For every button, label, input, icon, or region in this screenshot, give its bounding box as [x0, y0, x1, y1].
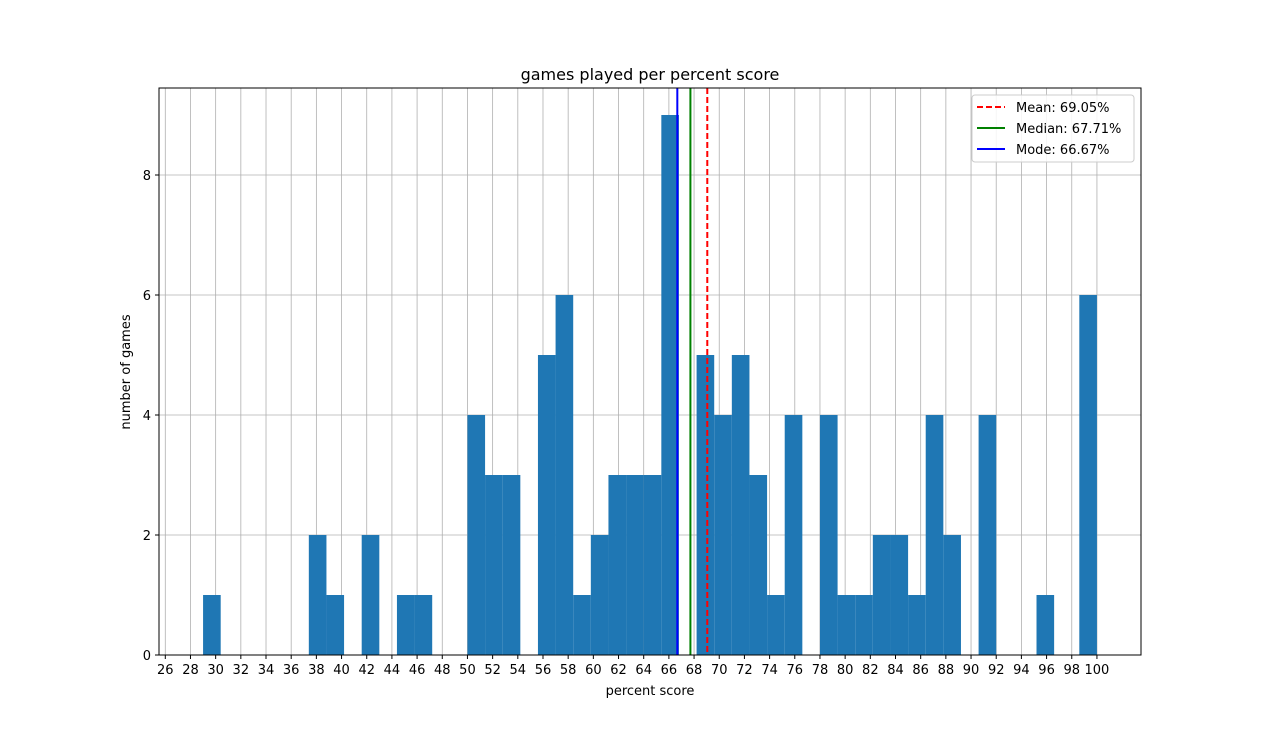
histogram-bar — [467, 415, 486, 655]
y-tick-label: 0 — [143, 649, 151, 664]
histogram-bar — [855, 595, 873, 655]
statistic-lines — [676, 88, 709, 655]
y-axis-label: number of games — [119, 314, 134, 429]
x-tick-label: 50 — [459, 663, 476, 678]
histogram-bar — [590, 535, 609, 655]
histogram-bar — [696, 355, 715, 655]
histogram-bar — [714, 415, 732, 655]
histogram-bar — [767, 595, 785, 655]
x-tick-label: 38 — [308, 663, 325, 678]
x-tick-label: 60 — [585, 663, 602, 678]
histogram-bar — [890, 535, 909, 655]
histogram-bar — [837, 595, 856, 655]
x-tick-label: 46 — [409, 663, 426, 678]
x-tick-label: 30 — [207, 663, 224, 678]
x-tick-label: 32 — [233, 663, 250, 678]
histogram-bar — [573, 595, 591, 655]
histogram-bar — [626, 475, 644, 655]
histogram-bar — [326, 595, 345, 655]
x-tick-label: 70 — [711, 663, 728, 678]
x-tick-label: 34 — [258, 663, 275, 678]
y-tick-label: 6 — [143, 289, 151, 304]
x-tick-label: 42 — [358, 663, 375, 678]
histogram-bar — [1036, 595, 1055, 655]
legend-label: Mode: 66.67% — [1016, 143, 1110, 158]
x-tick-label: 68 — [686, 663, 703, 678]
x-axis-ticks: 26 28 30 32 34 36 38 40 42 44 46 48 50 52 54 56 58 60 62 64… — [157, 655, 1109, 678]
x-tick-label: 66 — [661, 663, 678, 678]
x-tick-label: 96 — [1038, 663, 1055, 678]
x-tick-label: 84 — [887, 663, 904, 678]
x-tick-label: 48 — [434, 663, 451, 678]
histogram-bar — [731, 355, 750, 655]
histogram-bars — [203, 115, 1097, 655]
x-tick-label: 76 — [787, 663, 804, 678]
x-tick-label: 72 — [736, 663, 753, 678]
x-tick-label: 86 — [912, 663, 929, 678]
x-tick-label: 88 — [938, 663, 955, 678]
x-tick-label: 54 — [510, 663, 527, 678]
x-tick-label: 98 — [1063, 663, 1080, 678]
histogram-bar — [396, 595, 415, 655]
histogram-bar — [643, 475, 662, 655]
histogram-bar — [361, 535, 380, 655]
histogram-bar — [203, 595, 221, 655]
y-tick-label: 8 — [143, 169, 151, 184]
histogram-bar — [485, 475, 503, 655]
x-tick-label: 28 — [182, 663, 199, 678]
x-tick-label: 100 — [1085, 663, 1110, 678]
histogram-bar — [819, 415, 838, 655]
histogram-bar — [414, 595, 433, 655]
histogram-bar — [502, 475, 521, 655]
histogram-bar — [1079, 295, 1097, 655]
y-axis-ticks: 0 2 4 6 8 — [143, 169, 159, 664]
histogram-bar — [555, 295, 574, 655]
plot-frame — [158, 87, 1142, 656]
histogram-bar — [784, 415, 803, 655]
chart-title: games played per percent score — [521, 65, 780, 84]
x-tick-label: 62 — [610, 663, 627, 678]
histogram-bar — [308, 535, 327, 655]
x-tick-label: 94 — [1013, 663, 1030, 678]
histogram-bar — [749, 475, 768, 655]
x-tick-label: 26 — [157, 663, 174, 678]
legend-label: Mean: 69.05% — [1016, 101, 1110, 116]
x-tick-label: 82 — [862, 663, 879, 678]
x-axis-label: percent score — [606, 684, 695, 699]
x-tick-label: 78 — [812, 663, 829, 678]
legend: Mean: 69.05% Median: 67.71% Mode: 66.67% — [971, 94, 1135, 163]
x-tick-label: 40 — [333, 663, 350, 678]
x-tick-label: 52 — [484, 663, 501, 678]
x-tick-label: 90 — [963, 663, 980, 678]
histogram-bar — [925, 415, 944, 655]
legend-box — [971, 94, 1135, 163]
legend-label: Median: 67.71% — [1016, 122, 1121, 137]
histogram-bar — [608, 475, 627, 655]
y-tick-label: 2 — [143, 529, 151, 544]
histogram-bar — [908, 595, 926, 655]
histogram-bar — [978, 415, 997, 655]
histogram-bar — [872, 535, 891, 655]
x-tick-label: 58 — [560, 663, 577, 678]
x-tick-label: 80 — [837, 663, 854, 678]
histogram-bar — [537, 355, 556, 655]
histogram-bar — [661, 115, 679, 655]
x-tick-label: 74 — [761, 663, 778, 678]
histogram-bar — [943, 535, 961, 655]
x-tick-label: 92 — [988, 663, 1005, 678]
x-tick-label: 64 — [635, 663, 652, 678]
x-tick-label: 44 — [384, 663, 401, 678]
x-tick-label: 36 — [283, 663, 300, 678]
y-tick-label: 4 — [143, 409, 151, 424]
x-tick-label: 56 — [535, 663, 552, 678]
